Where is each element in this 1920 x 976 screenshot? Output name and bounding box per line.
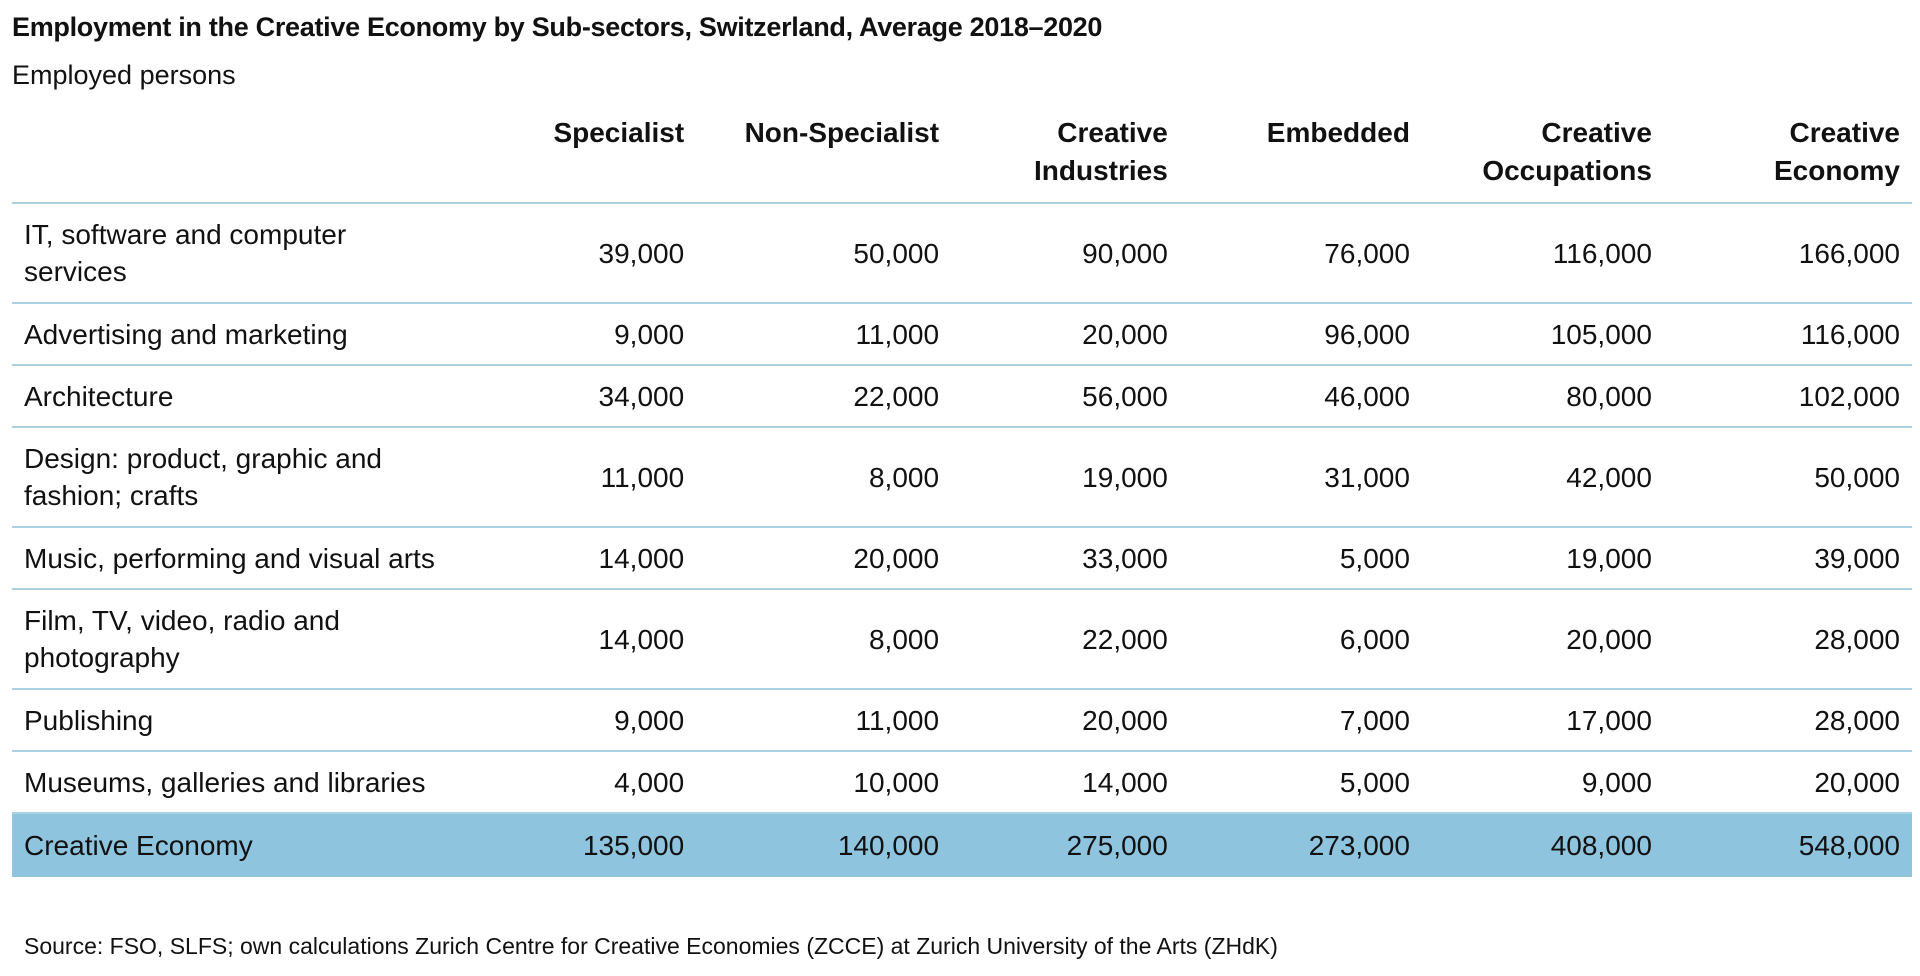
row-label: IT, software and computer services: [12, 203, 494, 304]
cell-value: 76,000: [1179, 203, 1422, 304]
cell-value: 28,000: [1663, 689, 1912, 752]
cell-value: 90,000: [951, 203, 1180, 304]
row-label: Film, TV, video, radio and photography: [12, 589, 494, 690]
cell-value: 39,000: [1663, 527, 1912, 590]
row-label: Design: product, graphic and fashion; cr…: [12, 427, 494, 528]
cell-value: 10,000: [696, 751, 952, 814]
cell-value: 9,000: [493, 689, 697, 752]
table-row: Museums, galleries and libraries 4,000 10,…: [12, 751, 1912, 814]
table-row: Film, TV, video, radio and photography 14…: [12, 589, 1912, 690]
table-row: IT, software and computer services 39,000…: [12, 203, 1912, 304]
cell-value: 20,000: [951, 689, 1180, 752]
source-note: Source: FSO, SLFS; own calculations Zuri…: [24, 933, 1278, 959]
cell-value: 4,000: [493, 751, 697, 814]
cell-value: 20,000: [696, 527, 952, 590]
cell-value: 20,000: [1421, 589, 1664, 690]
cell-value: 80,000: [1421, 365, 1664, 428]
cell-value: 22,000: [951, 589, 1180, 690]
column-header: Creative Occupations: [1482, 117, 1652, 186]
cell-value: 22,000: [696, 365, 952, 428]
cell-value: 5,000: [1179, 527, 1422, 590]
cell-value: 7,000: [1179, 689, 1422, 752]
total-row: Creative Economy 135,000 140,000 275,000 273…: [12, 813, 1912, 877]
total-value: 140,000: [837, 830, 940, 861]
table-title: Employment in the Creative Economy by Su…: [12, 12, 1103, 42]
cell-value: 17,000: [1421, 689, 1664, 752]
cell-value: 31,000: [1179, 427, 1422, 528]
table-subtitle: Employed persons: [12, 60, 236, 90]
cell-value: 14,000: [493, 527, 697, 590]
cell-value: 14,000: [951, 751, 1180, 814]
column-header: Specialist: [553, 117, 685, 148]
total-value: 135,000: [582, 830, 685, 861]
row-label: Architecture: [12, 365, 494, 428]
cell-value: 19,000: [951, 427, 1180, 528]
cell-value: 39,000: [493, 203, 697, 304]
table-row: Music, performing and visual arts 14,000 2…: [12, 527, 1912, 590]
cell-value: 166,000: [1663, 203, 1912, 304]
cell-value: 11,000: [493, 427, 697, 528]
cell-value: 50,000: [696, 203, 952, 304]
cell-value: 9,000: [493, 303, 697, 366]
header-row: Specialist Non-Specialist Creative Indus…: [12, 114, 1912, 203]
cell-value: 46,000: [1179, 365, 1422, 428]
cell-value: 105,000: [1421, 303, 1664, 366]
cell-value: 6,000: [1179, 589, 1422, 690]
cell-value: 19,000: [1421, 527, 1664, 590]
cell-value: 42,000: [1421, 427, 1664, 528]
total-value: 273,000: [1308, 830, 1410, 861]
cell-value: 8,000: [696, 427, 952, 528]
total-value: 548,000: [1798, 830, 1900, 861]
cell-value: 5,000: [1179, 751, 1422, 814]
cell-value: 9,000: [1421, 751, 1664, 814]
employment-table: Specialist Non-Specialist Creative Indus…: [12, 114, 1912, 877]
table-row: Architecture 34,000 22,000 56,000 46,000 80,0…: [12, 365, 1912, 428]
total-label: Creative Economy: [24, 830, 253, 861]
cell-value: 14,000: [493, 589, 697, 690]
cell-value: 11,000: [696, 689, 952, 752]
cell-value: 34,000: [493, 365, 697, 428]
row-label: Publishing: [12, 689, 494, 752]
column-header: Embedded: [1266, 117, 1410, 148]
cell-value: 20,000: [951, 303, 1180, 366]
cell-value: 33,000: [951, 527, 1180, 590]
total-value: 408,000: [1550, 830, 1652, 861]
column-header: Non-Specialist: [744, 117, 940, 148]
cell-value: 8,000: [696, 589, 952, 690]
column-header: Creative Economy: [1773, 117, 1900, 186]
cell-value: 102,000: [1663, 365, 1912, 428]
cell-value: 56,000: [951, 365, 1180, 428]
column-header: Creative Industries: [1034, 117, 1168, 186]
table-row: Design: product, graphic and fashion; cr…: [12, 427, 1912, 528]
row-label: Advertising and marketing: [12, 303, 494, 366]
cell-value: 50,000: [1663, 427, 1912, 528]
cell-value: 96,000: [1179, 303, 1422, 366]
table-row: Publishing 9,000 11,000 20,000 7,000 17,000 28…: [12, 689, 1912, 752]
cell-value: 116,000: [1421, 203, 1664, 304]
table-row: Advertising and marketing 9,000 11,000 20,0…: [12, 303, 1912, 366]
row-label: Museums, galleries and libraries: [12, 751, 494, 814]
cell-value: 20,000: [1663, 751, 1912, 814]
total-value: 275,000: [1066, 830, 1168, 861]
header-blank: [12, 114, 494, 203]
row-label: Music, performing and visual arts: [12, 527, 494, 590]
cell-value: 11,000: [696, 303, 952, 366]
cell-value: 116,000: [1663, 303, 1912, 366]
cell-value: 28,000: [1663, 589, 1912, 690]
